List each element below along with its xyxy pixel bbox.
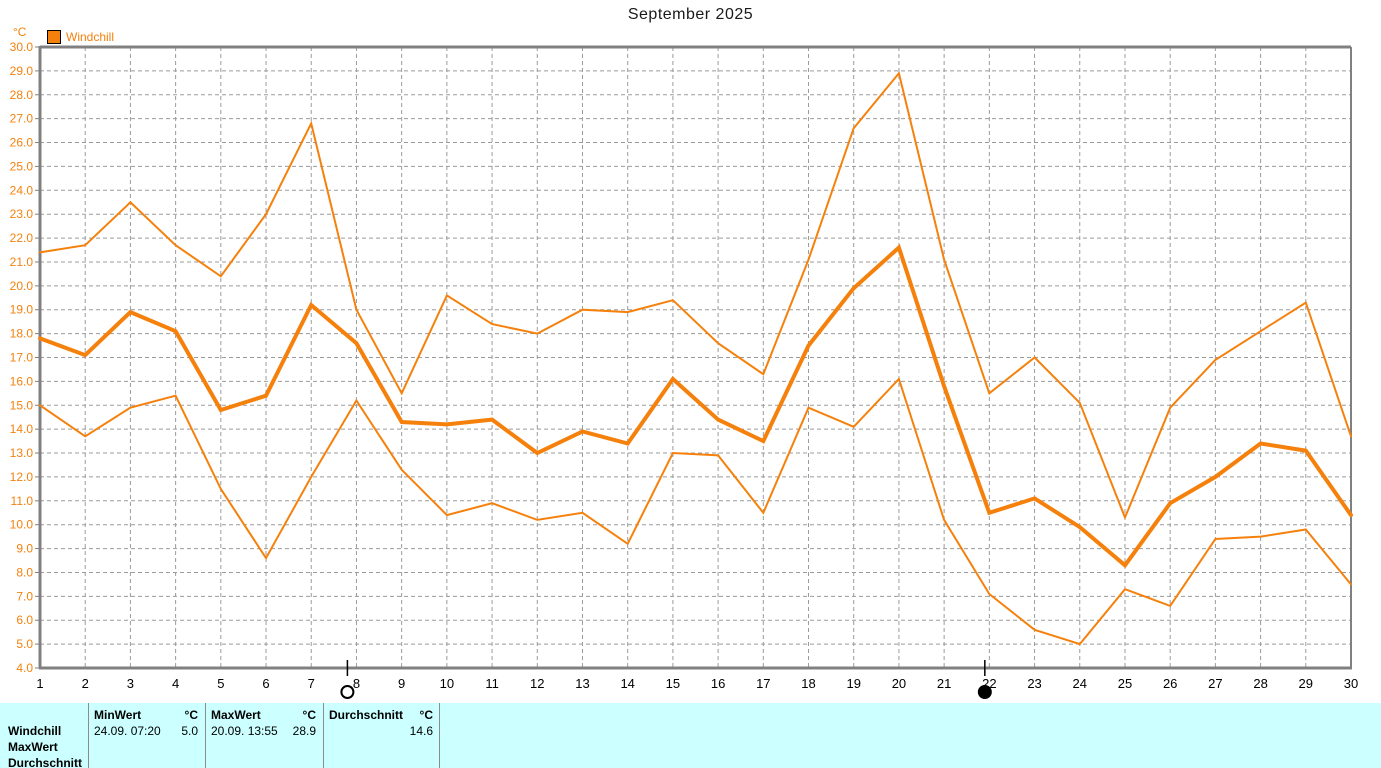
y-tick-label: 16.0 bbox=[10, 374, 34, 388]
y-tick-label: 9.0 bbox=[16, 542, 33, 556]
y-tick-label: 10.0 bbox=[10, 518, 34, 532]
x-day-label: 5 bbox=[217, 676, 224, 691]
x-day-label: 1 bbox=[36, 676, 43, 691]
y-tick-label: 26.0 bbox=[10, 136, 34, 150]
x-day-label: 13 bbox=[575, 676, 589, 691]
x-day-label: 16 bbox=[711, 676, 725, 691]
y-tick-label: 6.0 bbox=[16, 613, 33, 627]
x-day-label: 20 bbox=[892, 676, 906, 691]
x-day-label: 30 bbox=[1344, 676, 1358, 691]
x-day-label: 8 bbox=[353, 676, 360, 691]
x-day-label: 24 bbox=[1073, 676, 1087, 691]
x-day-label: 21 bbox=[937, 676, 951, 691]
x-day-label: 28 bbox=[1253, 676, 1267, 691]
table-row-label-durchschnitt: Durchschnitt bbox=[8, 756, 83, 768]
table-divider bbox=[323, 703, 324, 768]
y-tick-label: 24.0 bbox=[10, 183, 34, 197]
x-day-label: 26 bbox=[1163, 676, 1177, 691]
minwert-value: 5.0 bbox=[181, 724, 198, 738]
table-divider bbox=[439, 703, 440, 768]
table-divider bbox=[205, 703, 206, 768]
windchill-daily-min-line bbox=[39, 377, 1352, 646]
legend: Windchill bbox=[47, 30, 114, 44]
minwert-datetime: 24.09. 07:20 bbox=[94, 724, 161, 738]
x-day-label: 7 bbox=[308, 676, 315, 691]
x-day-label: 6 bbox=[262, 676, 269, 691]
y-tick-label: 8.0 bbox=[16, 565, 33, 579]
new-moon-icon bbox=[977, 685, 992, 699]
maxwert-datetime: 20.09. 13:55 bbox=[211, 724, 278, 738]
y-tick-label: 7.0 bbox=[16, 589, 33, 603]
table-header-durchschnitt-unit: °C bbox=[419, 708, 433, 722]
x-day-label: 25 bbox=[1118, 676, 1132, 691]
y-tick-label: 18.0 bbox=[10, 327, 34, 341]
table-header-minwert-unit: °C bbox=[184, 708, 198, 722]
maxwert-value: 28.9 bbox=[292, 724, 316, 738]
x-day-label: 23 bbox=[1027, 676, 1041, 691]
y-tick-label: 19.0 bbox=[10, 303, 34, 317]
x-day-label: 27 bbox=[1208, 676, 1222, 691]
x-day-label: 17 bbox=[756, 676, 770, 691]
x-day-label: 14 bbox=[620, 676, 634, 691]
x-day-label: 19 bbox=[846, 676, 860, 691]
x-day-label: 18 bbox=[801, 676, 815, 691]
durchschnitt-value: 14.6 bbox=[409, 724, 433, 738]
y-tick-label: 25.0 bbox=[10, 159, 34, 173]
y-axis-unit-label: °C bbox=[13, 25, 27, 39]
y-tick-label: 5.0 bbox=[16, 637, 33, 651]
y-tick-label: 21.0 bbox=[10, 255, 34, 269]
y-tick-label: 17.0 bbox=[10, 351, 34, 365]
legend-windchill-swatch bbox=[47, 30, 61, 44]
y-tick-label: 12.0 bbox=[10, 470, 34, 484]
x-day-label: 10 bbox=[440, 676, 454, 691]
y-tick-label: 4.0 bbox=[16, 661, 33, 675]
y-tick-label: 28.0 bbox=[10, 88, 34, 102]
x-day-label: 12 bbox=[530, 676, 544, 691]
y-tick-label: 13.0 bbox=[10, 446, 34, 460]
chart-plot-area: 30.029.028.027.026.025.024.023.022.021.0… bbox=[10, 40, 1358, 699]
table-header-durchschnitt: Durchschnitt bbox=[329, 708, 404, 722]
y-tick-label: 15.0 bbox=[10, 398, 34, 412]
y-tick-label: 29.0 bbox=[10, 64, 34, 78]
table-divider bbox=[88, 703, 89, 768]
y-tick-label: 22.0 bbox=[10, 231, 34, 245]
y-tick-label: 23.0 bbox=[10, 207, 34, 221]
x-day-label: 29 bbox=[1299, 676, 1313, 691]
x-day-label: 11 bbox=[485, 676, 499, 691]
y-tick-label: 11.0 bbox=[11, 494, 34, 508]
table-header-minwert: MinWert bbox=[94, 708, 142, 722]
x-day-label: 15 bbox=[666, 676, 680, 691]
windchill-daily-max-line bbox=[39, 71, 1352, 521]
y-tick-label: 14.0 bbox=[10, 422, 34, 436]
legend-windchill-label: Windchill bbox=[66, 30, 115, 44]
table-row-label-windchill: Windchill bbox=[8, 724, 62, 738]
x-day-label: 9 bbox=[398, 676, 405, 691]
y-tick-label: 20.0 bbox=[10, 279, 34, 293]
full-moon-icon bbox=[340, 685, 355, 699]
table-header-maxwert-unit: °C bbox=[302, 708, 316, 722]
table-row-label-maxwert: MaxWert bbox=[8, 740, 58, 754]
summary-table: Windchill MaxWert Durchschnitt MinWert °… bbox=[0, 703, 1381, 768]
table-header-maxwert: MaxWert bbox=[211, 708, 261, 722]
x-day-label: 2 bbox=[82, 676, 89, 691]
y-tick-label: 30.0 bbox=[10, 40, 34, 54]
windchill-daily-average-line bbox=[38, 244, 1353, 569]
chart-title: September 2025 bbox=[627, 6, 754, 23]
x-day-label: 4 bbox=[172, 676, 179, 691]
y-tick-label: 27.0 bbox=[10, 112, 34, 126]
x-day-label: 3 bbox=[127, 676, 134, 691]
